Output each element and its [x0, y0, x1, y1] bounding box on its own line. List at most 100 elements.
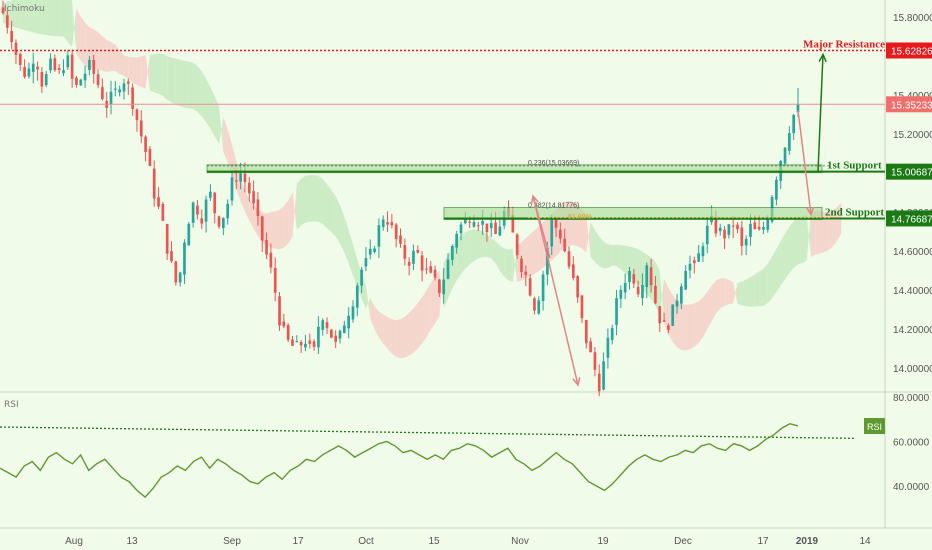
- candle: [209, 184, 212, 201]
- cloud-segment: [149, 54, 155, 93]
- candle: [563, 228, 567, 253]
- candle: [135, 108, 139, 132]
- candle-body: [528, 278, 532, 296]
- candle: [88, 56, 91, 76]
- candle: [684, 265, 688, 290]
- cloud-segment: [806, 212, 811, 261]
- candle-series[interactable]: [1, 0, 800, 397]
- cloud-segment: [365, 286, 371, 319]
- candle-body: [256, 199, 260, 217]
- candle: [727, 224, 731, 239]
- candle-body: [554, 219, 558, 228]
- fib-label-1: 0.236(15.03669): [528, 160, 579, 167]
- candle-body: [766, 219, 770, 230]
- candle-body: [381, 219, 385, 228]
- resistance-price-badge-bg: [886, 42, 932, 59]
- candle-body: [321, 320, 325, 330]
- candle: [222, 217, 225, 236]
- cloud-segment: [728, 279, 734, 305]
- candle: [122, 78, 126, 100]
- cloud-segment: [422, 290, 427, 344]
- cloud-segment: [616, 244, 621, 270]
- candle-body: [576, 276, 579, 298]
- candle: [269, 243, 273, 274]
- candle-body: [489, 223, 493, 229]
- candle: [317, 316, 320, 355]
- support1-price-badge-bg: [886, 163, 932, 180]
- candle: [31, 52, 35, 84]
- target-arrow-head: [818, 52, 827, 63]
- candle: [355, 282, 359, 317]
- candle: [265, 232, 268, 260]
- cloud-segment: [499, 245, 505, 277]
- cloud-segment: [733, 281, 738, 304]
- candle: [498, 219, 502, 237]
- candle-body: [731, 225, 735, 227]
- rsi-panel: RSI: [0, 418, 885, 499]
- candle: [740, 221, 744, 256]
- candle-body: [364, 258, 368, 267]
- candle: [291, 335, 294, 347]
- time-tick: 15: [428, 536, 440, 547]
- cloud-segment: [828, 210, 833, 251]
- candle-body: [101, 87, 104, 100]
- cloud-segment: [586, 215, 591, 257]
- candle: [217, 215, 221, 229]
- cloud-segment: [335, 196, 341, 244]
- candle: [723, 226, 726, 250]
- cloud-segment: [227, 129, 232, 175]
- candle-body: [744, 238, 748, 246]
- candle-body: [463, 217, 467, 224]
- candle: [524, 265, 528, 287]
- candle: [701, 242, 705, 263]
- cloud-segment: [214, 96, 220, 144]
- swing-arrow-2-shaft: [532, 195, 579, 386]
- cloud-segment: [193, 62, 198, 112]
- candle: [14, 39, 18, 65]
- candle: [325, 317, 329, 335]
- candle: [196, 199, 199, 220]
- candle: [44, 70, 48, 88]
- candle: [342, 320, 346, 334]
- candle: [554, 216, 558, 237]
- candle: [386, 211, 389, 232]
- cloud-segment: [219, 106, 224, 153]
- candle-body: [658, 306, 662, 324]
- cloud-segment: [171, 57, 176, 105]
- candle-body: [610, 328, 614, 340]
- candle-body: [291, 339, 294, 346]
- candle: [139, 110, 143, 144]
- candle-body: [299, 342, 303, 346]
- candle-body: [368, 248, 372, 255]
- candle: [152, 160, 156, 207]
- candle-body: [260, 216, 264, 241]
- candle-body: [429, 266, 433, 273]
- candle-body: [330, 329, 333, 338]
- support-zone-2: [443, 207, 823, 220]
- candle-body: [347, 315, 350, 329]
- cloud-segment: [664, 278, 669, 335]
- candle-body: [584, 319, 588, 344]
- candle: [304, 335, 307, 352]
- swing-arrow-2: [532, 195, 581, 387]
- candle: [680, 283, 683, 310]
- candle-body: [559, 229, 562, 239]
- candle: [692, 256, 696, 274]
- candle-body: [178, 272, 182, 283]
- cloud-segment: [534, 226, 539, 275]
- second-support-label: 2nd Support: [825, 206, 884, 218]
- candle: [628, 266, 631, 290]
- candle: [632, 268, 636, 289]
- cloud-segment: [581, 209, 587, 253]
- candle-body: [619, 289, 623, 299]
- candle-body: [455, 233, 459, 248]
- cloud-segment: [318, 175, 323, 225]
- cloud-segment: [404, 312, 410, 358]
- candle-body: [308, 340, 312, 344]
- candle: [718, 223, 722, 236]
- cloud-segment: [750, 274, 755, 307]
- candle: [584, 319, 588, 349]
- cloud-segment: [119, 50, 124, 76]
- support2-price-badge-bg: [886, 210, 932, 227]
- candle-body: [515, 234, 519, 256]
